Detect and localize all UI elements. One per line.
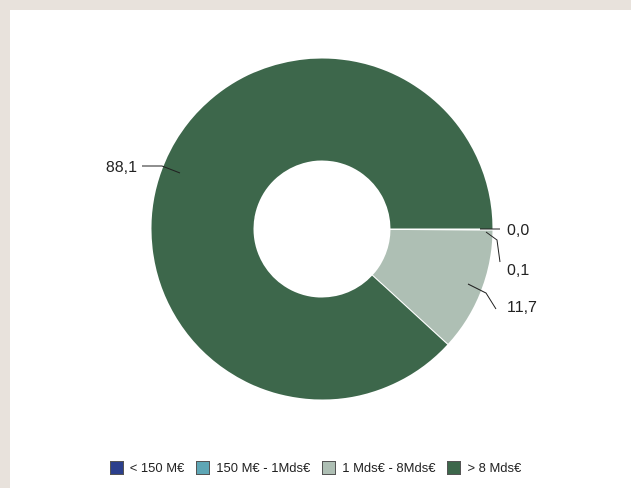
legend-item-0: < 150 M€: [109, 460, 185, 475]
legend-label-0: < 150 M€: [129, 460, 185, 475]
leader-line-1: [485, 231, 501, 263]
leader-line-3: [142, 165, 181, 174]
data-label-0: 0,0: [507, 222, 529, 239]
data-label-2: 11,7: [507, 299, 537, 316]
legend-item-3: > 8 Mds€: [447, 460, 521, 475]
legend-label-2: 1 Mds€ - 8Mds€: [342, 460, 436, 475]
legend-swatch-1: [196, 460, 211, 475]
legend-item-1: 150 M€ - 1Mds€: [196, 460, 310, 475]
legend-label-1: 150 M€ - 1Mds€: [216, 460, 311, 475]
legend-label-3: > 8 Mds€: [467, 460, 522, 475]
data-label-1: 0,1: [507, 262, 529, 279]
data-label-3: 88,1: [106, 159, 137, 176]
leader-line-2: [467, 283, 497, 310]
legend-item-2: 1 Mds€ - 8Mds€: [322, 460, 435, 475]
legend-swatch-3: [447, 460, 462, 475]
legend-swatch-2: [322, 460, 337, 475]
pie-slice-3: [150, 57, 494, 401]
legend-swatch-0: [109, 460, 124, 475]
legend: < 150 M€ 150 M€ - 1Mds€ 1 Mds€ - 8Mds€ > 8 …: [0, 460, 631, 475]
